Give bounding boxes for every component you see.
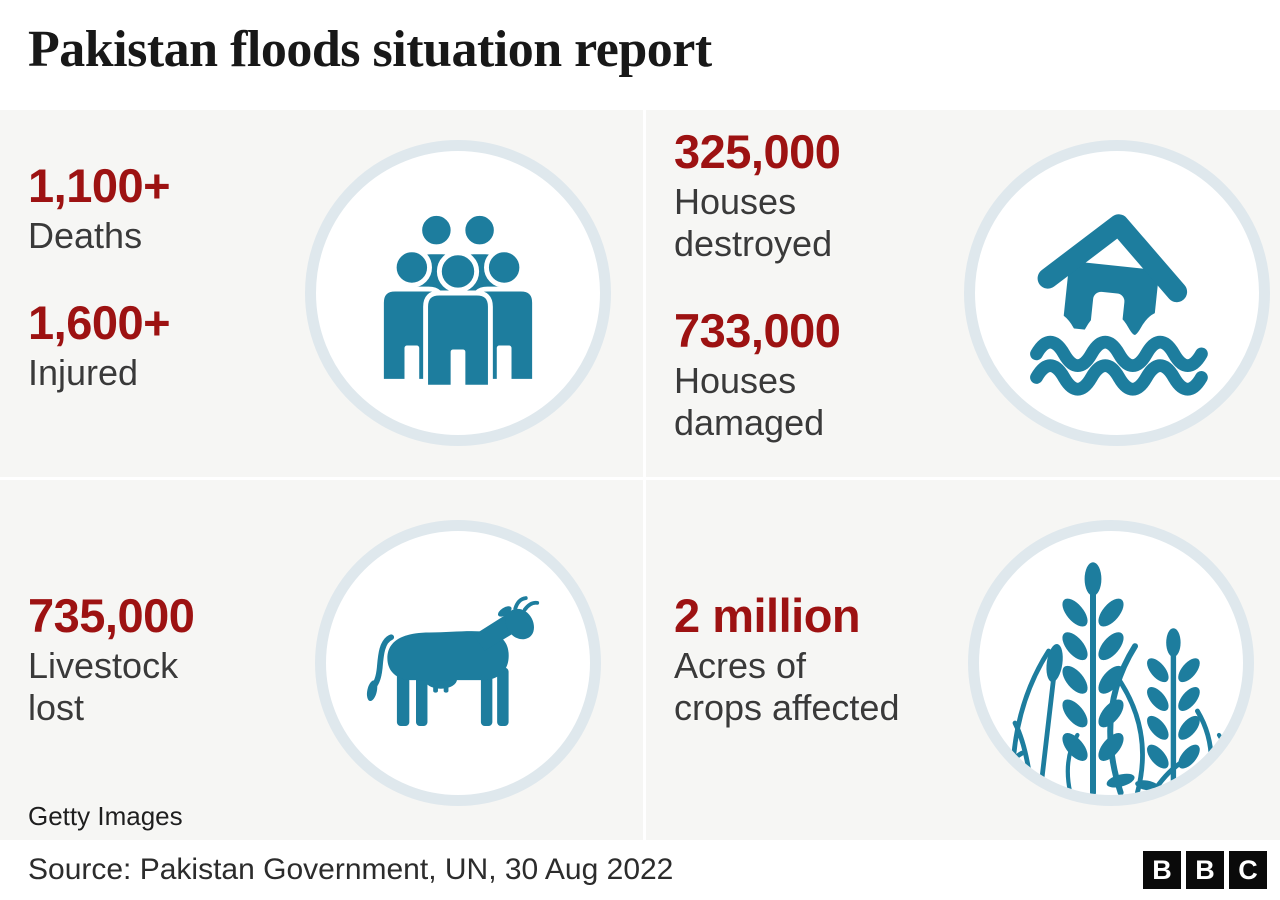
casualties-text: 1,100+ Deaths 1,600+ Injured	[28, 110, 171, 436]
people-group-icon	[378, 211, 538, 390]
crops-text: 2 million Acres of crops affected	[674, 480, 899, 771]
injured-label: Injured	[28, 351, 139, 393]
livestock-text: 735,000 Livestock lost	[28, 480, 195, 771]
crops-icon-circle	[968, 520, 1254, 806]
panel-crops: 2 million Acres of crops affected	[646, 480, 1280, 840]
injured-value: 1,600+	[28, 295, 171, 349]
stat-livestock: 735,000 Livestock lost	[28, 589, 195, 729]
source-text: Source: Pakistan Government, UN, 30 Aug …	[28, 853, 674, 886]
page-title: Pakistan floods situation report	[28, 21, 712, 78]
footer: Source: Pakistan Government, UN, 30 Aug …	[0, 840, 1280, 900]
panel-livestock: 735,000 Livestock lost	[0, 480, 643, 840]
panel-casualties: 1,100+ Deaths 1,600+ Injured	[0, 110, 643, 477]
stats-grid: 1,100+ Deaths 1,600+ Injured	[0, 110, 1280, 840]
crops-label: Acres of crops affected	[674, 644, 900, 728]
flooded-house-icon	[1029, 214, 1213, 396]
cow-icon	[366, 596, 540, 726]
stat-houses-damaged: 733,000 Houses damaged	[674, 304, 841, 444]
bbc-letter: C	[1238, 854, 1258, 885]
wheat-crops-icon	[994, 562, 1231, 795]
housing-text: 325,000 Houses destroyed 733,000 Houses …	[674, 110, 841, 477]
bbc-logo: B B C	[1143, 851, 1267, 889]
bbc-letter: B	[1152, 854, 1172, 885]
stat-crops: 2 million Acres of crops affected	[674, 589, 900, 729]
houses-destroyed-value: 325,000	[674, 125, 841, 178]
header: Pakistan floods situation report	[0, 0, 1280, 110]
housing-icon-circle	[964, 140, 1270, 446]
deaths-value: 1,100+	[28, 159, 171, 212]
bbc-logo-letter-3: C	[1229, 851, 1267, 889]
livestock-icon-circle	[315, 520, 601, 806]
bbc-logo-letter-2: B	[1186, 851, 1224, 889]
houses-destroyed-label: Houses destroyed	[674, 180, 833, 264]
deaths-label: Deaths	[28, 214, 143, 256]
casualties-icon-circle	[305, 140, 611, 446]
stat-injured: 1,600+ Injured	[28, 295, 171, 394]
houses-damaged-label: Houses damaged	[674, 359, 825, 444]
stat-houses-destroyed: 325,000 Houses destroyed	[674, 125, 841, 265]
crops-value: 2 million	[674, 589, 861, 642]
panel-housing: 325,000 Houses destroyed 733,000 Houses …	[646, 110, 1280, 477]
bbc-logo-letter-1: B	[1143, 851, 1181, 889]
stat-deaths: 1,100+ Deaths	[28, 159, 171, 257]
livestock-label: Livestock lost	[28, 644, 179, 728]
image-credit: Getty Images	[28, 801, 183, 831]
houses-damaged-value: 733,000	[674, 304, 841, 358]
bbc-letter: B	[1195, 854, 1215, 885]
livestock-value: 735,000	[28, 589, 195, 642]
